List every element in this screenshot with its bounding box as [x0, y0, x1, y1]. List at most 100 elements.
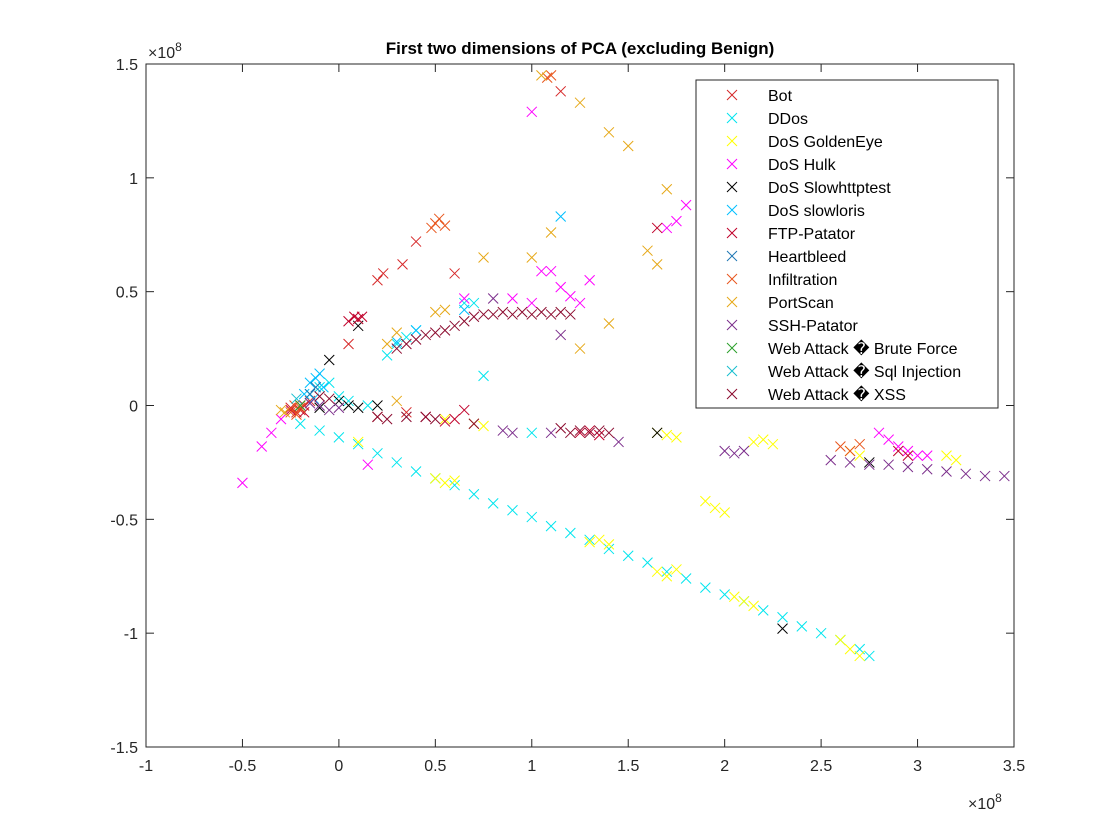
legend-marker: [726, 342, 738, 354]
data-point: [815, 627, 827, 639]
data-point: [304, 388, 316, 400]
data-point: [661, 222, 673, 234]
data-point: [545, 427, 557, 439]
data-point: [777, 611, 788, 623]
data-point: [545, 520, 557, 532]
data-point: [748, 436, 759, 448]
data-point: [478, 370, 489, 382]
data-point: [661, 429, 673, 441]
data-point: [401, 411, 412, 423]
data-point: [526, 252, 538, 263]
data-point: [541, 72, 553, 84]
data-point: [854, 450, 866, 461]
legend-marker: [726, 135, 738, 147]
x-tick-label: 3.5: [1003, 758, 1025, 775]
y-tick-label: 0.5: [116, 285, 138, 302]
chart-title: First two dimensions of PCA (excluding B…: [386, 39, 775, 58]
legend-marker: [726, 273, 738, 285]
x-tick-label: 2.5: [810, 758, 832, 775]
data-point: [291, 409, 302, 420]
data-point: [651, 258, 663, 270]
data-point: [584, 534, 595, 546]
legend-marker: [726, 112, 738, 124]
legend-marker: [726, 181, 738, 193]
data-point: [738, 445, 750, 457]
data-point: [352, 402, 364, 414]
legend-entry: Heartbleed: [768, 249, 846, 266]
data-point: [391, 457, 403, 468]
data-point: [478, 252, 489, 263]
legend-marker: [726, 388, 738, 400]
data-point: [593, 425, 605, 436]
data-point: [377, 268, 389, 279]
data-point: [555, 306, 567, 318]
data-point: [584, 536, 595, 548]
data-point: [613, 436, 624, 448]
data-point: [912, 450, 923, 461]
data-point: [892, 445, 904, 457]
data-point: [310, 381, 322, 393]
data-point: [651, 222, 663, 234]
data-point: [343, 400, 354, 411]
data-point: [883, 459, 894, 471]
data-point: [671, 215, 682, 227]
data-point: [622, 140, 634, 152]
data-point: [941, 466, 952, 477]
data-point: [426, 222, 437, 234]
data-point: [487, 309, 499, 320]
data-point: [381, 338, 393, 350]
x-tick-label: -1: [139, 758, 153, 775]
data-point: [565, 290, 576, 302]
data-point: [433, 213, 445, 225]
data-point: [478, 420, 489, 432]
data-point: [757, 434, 769, 446]
data-point: [565, 427, 576, 439]
data-point: [757, 605, 769, 616]
data-point: [651, 566, 663, 578]
data-points: [237, 70, 1010, 662]
data-point: [651, 427, 663, 439]
data-point: [844, 457, 856, 468]
data-point: [700, 582, 711, 593]
data-point: [844, 643, 856, 655]
data-point: [545, 265, 557, 277]
data-point: [728, 591, 740, 603]
x-tick-label: -0.5: [229, 758, 257, 775]
legend-entry: Web Attack � Brute Force: [768, 339, 958, 358]
data-point: [348, 311, 360, 323]
data-point: [429, 306, 441, 318]
y-tick-label: -0.5: [110, 512, 138, 529]
data-point: [401, 338, 412, 350]
data-point: [835, 441, 846, 452]
data-point: [584, 425, 595, 436]
data-point: [555, 211, 567, 222]
data-point: [574, 343, 586, 354]
data-point: [298, 388, 310, 400]
data-point: [671, 564, 682, 575]
data-point: [333, 391, 345, 402]
data-point: [458, 315, 470, 327]
data-point: [854, 650, 866, 662]
data-point: [458, 404, 470, 416]
legend-marker: [726, 365, 738, 377]
data-point: [526, 297, 538, 309]
legend-entry: PortScan: [768, 295, 834, 312]
data-point: [304, 377, 316, 389]
data-point: [391, 327, 403, 339]
y-exponent-label: ×108: [148, 40, 182, 62]
data-point: [318, 381, 329, 393]
data-point: [642, 557, 653, 568]
data-point: [622, 550, 634, 562]
data-point: [333, 432, 345, 443]
data-point: [892, 441, 904, 452]
y-tick-label: -1.5: [110, 740, 138, 757]
data-point: [401, 406, 412, 418]
data-point: [439, 477, 451, 489]
data-point: [565, 309, 576, 320]
data-point: [950, 454, 962, 466]
data-point: [429, 327, 441, 339]
data-point: [343, 338, 354, 350]
y-tick-label: -1: [124, 626, 138, 643]
data-point: [279, 406, 291, 418]
data-point: [526, 427, 538, 439]
